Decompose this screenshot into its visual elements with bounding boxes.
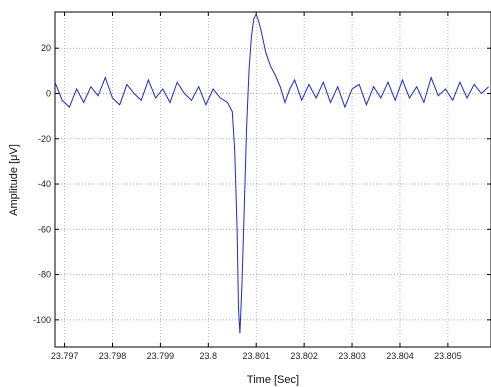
x-tick-label: 23.802 (290, 351, 318, 361)
x-tick-label: 23.804 (386, 351, 414, 361)
axis-ticks: 23.797 23.798 23.799 23.8 23.801 23.802 23.803… (33, 12, 491, 361)
x-tick-label: 23.8 (200, 351, 218, 361)
y-tick-label: -80 (38, 270, 51, 280)
x-tick-label: 23.797 (51, 351, 79, 361)
x-tick-label: 23.801 (242, 351, 270, 361)
signal-line (54, 13, 489, 334)
x-tick-label: 23.798 (99, 351, 127, 361)
y-tick-label: 0 (46, 88, 51, 98)
x-tick-label: 23.805 (434, 351, 462, 361)
x-tick-label: 23.799 (147, 351, 175, 361)
grid (55, 12, 491, 347)
y-tick-label: -20 (38, 134, 51, 144)
y-tick-label: 20 (41, 43, 51, 53)
x-axis-label: Time [Sec] (247, 374, 299, 386)
y-tick-label: -40 (38, 179, 51, 189)
y-tick-label: -60 (38, 224, 51, 234)
plot-frame (54, 11, 491, 348)
x-tick-label: 23.803 (338, 351, 366, 361)
y-tick-label: -100 (33, 315, 51, 325)
y-axis-label: Amplitude [μV] (8, 144, 20, 216)
